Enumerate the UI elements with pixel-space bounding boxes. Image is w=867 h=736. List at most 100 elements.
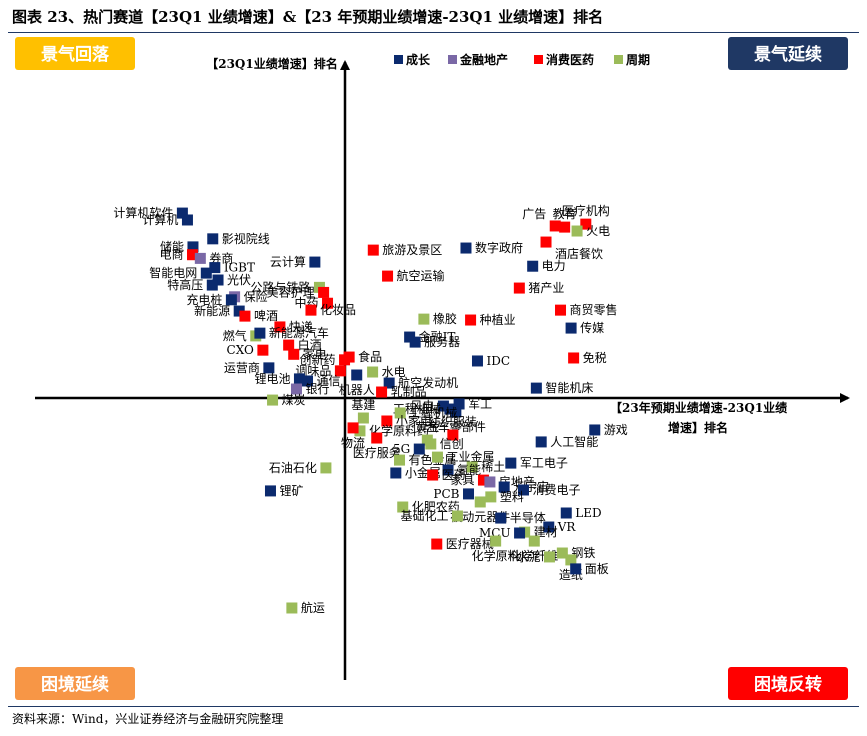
point-label: 塑料 (500, 489, 524, 504)
point-marker (453, 398, 465, 410)
point-label: 美容护理 (267, 284, 315, 299)
point-marker (431, 538, 443, 550)
y-axis-label: 【23Q1业绩增速】排名 (206, 56, 338, 71)
point-marker (580, 218, 592, 230)
legend-label: 成长 (406, 52, 431, 67)
point-label: 纺织服装 (429, 415, 477, 429)
point-marker (267, 394, 279, 406)
point-marker (263, 362, 275, 374)
point-label: PCB (433, 487, 459, 501)
quadrant-top-right: 景气延续 (728, 37, 848, 70)
point-marker (571, 225, 583, 237)
point-marker (465, 314, 477, 326)
point-marker (254, 327, 266, 339)
point-label: 光伏 (227, 273, 251, 287)
point-marker (560, 507, 572, 519)
point-marker (212, 274, 224, 286)
point-label: 面板 (585, 562, 609, 576)
point-label: 航空运输 (397, 268, 445, 283)
point-label: 消费电子 (532, 483, 580, 497)
point-marker (490, 535, 502, 547)
point-label: 燃气 (223, 328, 247, 343)
point-label: 锂矿 (279, 483, 303, 498)
legend-item-growth: 成长 (394, 52, 431, 67)
point-label: 基建 (351, 398, 375, 412)
point-marker (225, 294, 237, 306)
point-label: 家具 (450, 472, 474, 487)
point-label: LED (575, 506, 601, 520)
point-label: 黄金 (415, 419, 439, 434)
point-marker (209, 262, 221, 274)
bottom-rule (8, 706, 859, 707)
point-marker (485, 491, 497, 503)
point-label: 风电 (410, 399, 434, 413)
point-marker (322, 297, 334, 309)
point-label: 医疗机构 (562, 203, 610, 218)
point-label: 医疗器械 (446, 536, 494, 551)
point-marker (305, 304, 317, 316)
point-label: 公路与铁路 (250, 279, 310, 294)
point-label: 智能电网 (149, 265, 197, 280)
point-label: 医药 (442, 468, 466, 482)
point-marker (543, 521, 555, 533)
point-marker (357, 412, 369, 424)
point-marker (239, 310, 251, 322)
point-marker (409, 336, 421, 348)
point-label: 氢能 (457, 462, 481, 477)
point-marker (418, 313, 430, 325)
point-marker (367, 366, 379, 378)
point-label: 物流 (341, 436, 365, 450)
point-label: 传媒 (580, 320, 604, 335)
point-label: 基础化工 (400, 509, 448, 523)
point-label: 白酒 (298, 337, 322, 352)
point-marker (290, 383, 302, 395)
quadrant-bottom-left: 困境延续 (15, 667, 135, 700)
point-marker (354, 425, 366, 437)
x-axis-label-line1: 【23年预期业绩增速-23Q1业绩 (610, 400, 787, 415)
legend-swatch (394, 55, 403, 64)
point-label: 创新药 (300, 352, 336, 367)
point-marker (530, 382, 542, 394)
point-marker (390, 467, 402, 479)
point-marker (394, 454, 406, 466)
quadrant-label: 困境延续 (41, 674, 109, 695)
point-label: 化肥农药 (412, 500, 460, 514)
x-axis-label-line2: 增速】排名 (668, 420, 728, 435)
point-marker (471, 355, 483, 367)
point-label: 钢铁 (571, 546, 595, 560)
point-label: 工程机械 (409, 405, 457, 420)
point-marker (318, 286, 330, 298)
point-marker (463, 488, 475, 500)
point-label: 机器人 (339, 383, 375, 397)
point-marker (498, 481, 510, 493)
point-marker (339, 354, 351, 366)
point-label: 保险 (244, 289, 268, 304)
point-marker (309, 256, 321, 268)
point-label: 通信 (317, 374, 341, 388)
point-marker (376, 386, 388, 398)
point-marker (555, 304, 567, 316)
point-label: 5G (393, 442, 410, 456)
point-label: 酒店餐饮 (555, 246, 603, 261)
point-marker (206, 279, 218, 291)
quadrant-label: 景气延续 (754, 44, 822, 65)
point-label: 银行 (305, 382, 329, 396)
point-marker (514, 527, 526, 539)
point-label: 乳制品 (391, 385, 427, 399)
point-label: 石油石化 (269, 461, 317, 475)
point-marker (484, 476, 496, 488)
point-marker (233, 305, 245, 317)
point-label: 计算机软件 (113, 205, 173, 220)
point-marker (528, 535, 540, 547)
top-rule (8, 32, 859, 33)
point-marker (383, 377, 395, 389)
point-label: 化学原料 (472, 548, 520, 563)
point-marker (460, 242, 472, 254)
point-marker (565, 554, 577, 566)
point-marker (181, 214, 193, 226)
point-marker (404, 331, 416, 343)
point-marker (264, 485, 276, 497)
point-marker (495, 512, 507, 524)
point-label: 工业金属 (446, 449, 494, 464)
point-marker (442, 464, 454, 476)
